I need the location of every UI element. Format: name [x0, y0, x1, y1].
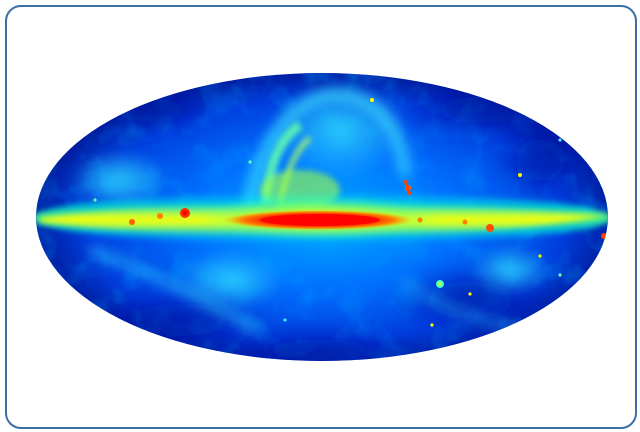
sky-map-content — [36, 73, 608, 361]
radio-loops — [70, 80, 550, 335]
galactic-center-peak — [260, 214, 380, 226]
point-sources — [93, 98, 607, 327]
